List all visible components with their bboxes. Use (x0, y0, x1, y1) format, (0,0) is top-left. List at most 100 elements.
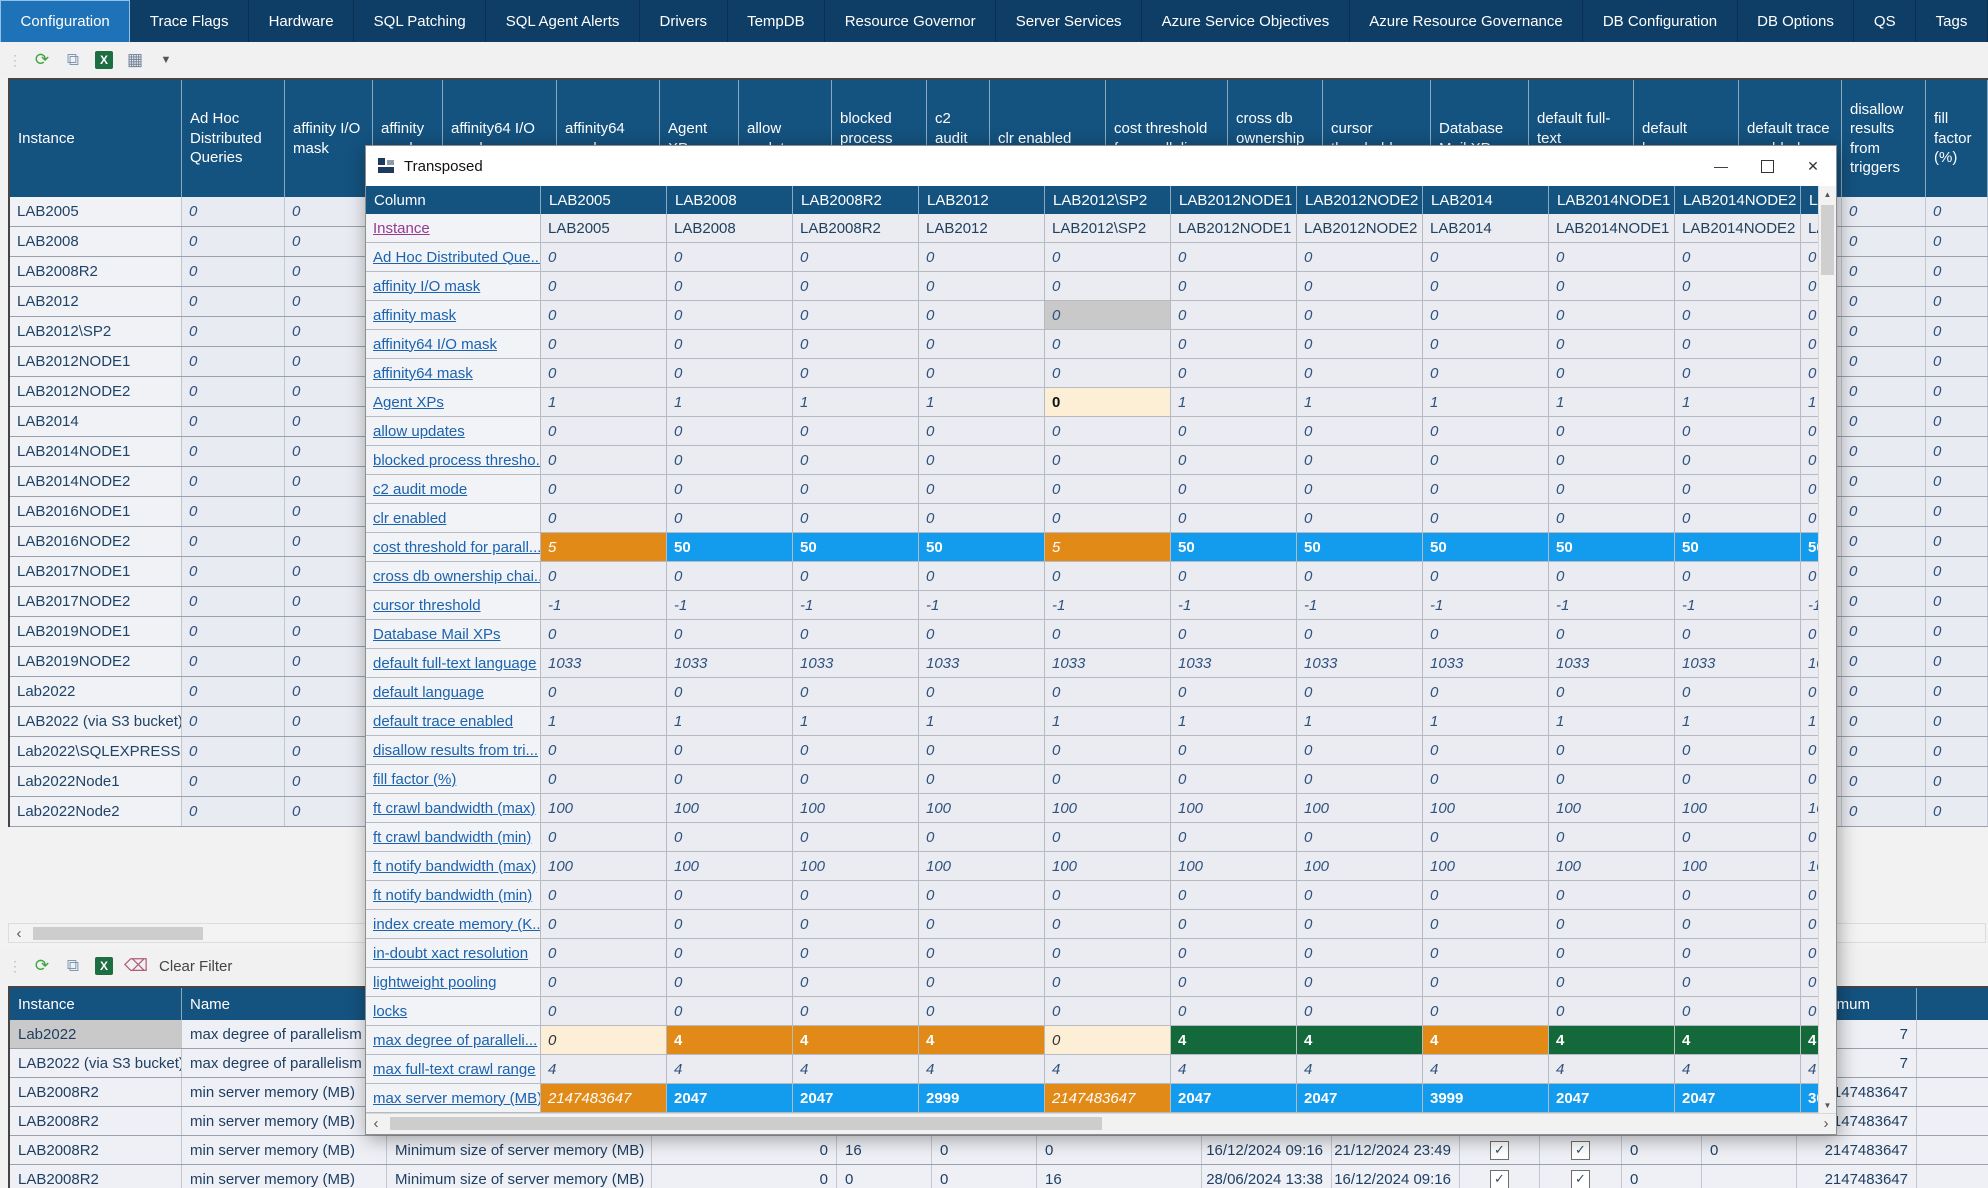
grid-cell[interactable]: 0 (182, 767, 285, 796)
grid-cell[interactable]: LAB2014 (1423, 214, 1549, 242)
grid-cell[interactable]: 4 (919, 1055, 1045, 1083)
grid-cell[interactable]: 0 (793, 939, 919, 967)
instance-cell[interactable]: LAB2014NODE1 (10, 437, 182, 466)
grid-cell[interactable] (1917, 1020, 1988, 1048)
grid-cell[interactable]: 0 (1297, 504, 1423, 532)
transposed-hscroll-thumb[interactable] (390, 1117, 1102, 1130)
grid-cell[interactable]: 0 (541, 301, 667, 329)
grid-cell[interactable]: 0 (1045, 562, 1171, 590)
grid-cell[interactable]: 16/12/2024 09:16 (1202, 1136, 1332, 1164)
grid-cell[interactable]: 0 (667, 968, 793, 996)
grid-cell[interactable]: LAB2012 (919, 214, 1045, 242)
refresh-icon[interactable]: ⟳ (31, 954, 53, 978)
grid-cell[interactable]: 0 (1171, 939, 1297, 967)
grid-cell[interactable]: 0 (1842, 467, 1926, 496)
grid-cell[interactable]: 0 (1297, 881, 1423, 909)
grid-cell[interactable]: 1033 (1045, 649, 1171, 677)
grid-cell[interactable]: 0 (1926, 407, 1988, 436)
grid-cell[interactable]: Minimum size of server memory (MB) (387, 1165, 652, 1188)
grid-cell[interactable]: 2047 (667, 1084, 793, 1112)
grid-cell[interactable]: 0 (1675, 504, 1801, 532)
grid-cell[interactable]: 0 (1926, 707, 1988, 736)
grid-cell[interactable]: 0 (1801, 272, 1819, 300)
grid-cell[interactable]: 0 (182, 377, 285, 406)
instance-cell[interactable]: Lab2022\SQLEXPRESS (10, 737, 182, 766)
grid-cell[interactable]: 50 (1801, 533, 1819, 561)
grid-cell[interactable]: 5 (541, 533, 667, 561)
grid-cell[interactable]: 2047 (1549, 1084, 1675, 1112)
grid-cell[interactable]: 100 (919, 794, 1045, 822)
grid-cell[interactable]: 100 (1549, 852, 1675, 880)
grid-cell[interactable]: 0 (285, 407, 373, 436)
grid-cell[interactable]: 0 (667, 765, 793, 793)
grid-cell[interactable]: 0 (541, 765, 667, 793)
grid-cell[interactable]: 0 (1423, 968, 1549, 996)
grid-cell[interactable]: 100 (1171, 852, 1297, 880)
grid-cell[interactable]: 100 (1549, 794, 1675, 822)
column-header-lab2012[interactable]: LAB2012 (919, 186, 1045, 214)
grid-cell[interactable]: 0 (1801, 881, 1819, 909)
setting-link-max-server-memory-mb[interactable]: max server memory (MB) (373, 1089, 541, 1107)
grid-cell[interactable]: 0 (1549, 330, 1675, 358)
grid-cell[interactable]: 0 (793, 736, 919, 764)
grid-cell[interactable]: 0 (1045, 939, 1171, 967)
setting-link-c2-audit-mode[interactable]: c2 audit mode (373, 480, 468, 498)
column-header-fill-factor[interactable]: fill factor (%) (1926, 80, 1988, 197)
grid-cell[interactable]: 0 (1549, 997, 1675, 1025)
grid-cell[interactable]: 0 (793, 562, 919, 590)
grid-cell[interactable]: 1 (1171, 388, 1297, 416)
grid-cell[interactable]: 0 (1297, 417, 1423, 445)
grid-cell[interactable]: 0 (1622, 1165, 1702, 1188)
grid-cell[interactable]: 0 (1842, 497, 1926, 526)
grid-cell[interactable]: 0 (1045, 881, 1171, 909)
grid-cell[interactable]: 0 (1675, 562, 1801, 590)
grid-cell[interactable]: 0 (1171, 823, 1297, 851)
grid-cell[interactable]: 0 (1926, 647, 1988, 676)
grid-cell[interactable] (1917, 1165, 1988, 1188)
instance-cell[interactable]: LAB2019NODE1 (10, 617, 182, 646)
grid-cell[interactable]: 28/06/2024 13:38 (1202, 1165, 1332, 1188)
grid-cell[interactable] (1917, 1107, 1988, 1135)
grid-cell[interactable]: 1 (1675, 388, 1801, 416)
grid-cell[interactable]: 0 (1675, 272, 1801, 300)
instance-cell[interactable]: LAB2022 (via S3 bucket) (10, 707, 182, 736)
checkbox-checked-icon[interactable]: ✓ (1490, 1140, 1509, 1160)
grid-cell[interactable]: 0 (667, 823, 793, 851)
grid-cell[interactable]: 0 (1423, 620, 1549, 648)
grid-cell[interactable]: 0 (919, 330, 1045, 358)
grid-cell[interactable]: 0 (1801, 504, 1819, 532)
grid-cell[interactable]: 0 (1045, 765, 1171, 793)
tab-hardware[interactable]: Hardware (249, 0, 355, 42)
grid-cell[interactable]: 1033 (1675, 649, 1801, 677)
grid-cell[interactable]: 1 (919, 707, 1045, 735)
grid-cell[interactable]: 50 (919, 533, 1045, 561)
grid-cell[interactable]: 0 (285, 347, 373, 376)
grid-cell[interactable]: -1 (1171, 591, 1297, 619)
grid-cell[interactable]: 1 (667, 388, 793, 416)
grid-cell[interactable]: LAB2008 (667, 214, 793, 242)
instance-cell[interactable]: LAB2005 (10, 197, 182, 226)
grid-cell[interactable]: 4 (1423, 1026, 1549, 1054)
setting-link-cross-db-ownership-chai[interactable]: cross db ownership chai... (373, 567, 541, 585)
column-header[interactable] (1917, 988, 1988, 1020)
grid-cell[interactable]: 21/12/2024 23:49 (1332, 1136, 1460, 1164)
grid-cell[interactable]: -1 (1675, 591, 1801, 619)
grid-cell[interactable]: 5 (1045, 533, 1171, 561)
grid-cell[interactable]: 0 (1423, 562, 1549, 590)
grid-cell[interactable]: 0 (541, 272, 667, 300)
grid-cell[interactable]: 0 (1549, 620, 1675, 648)
setting-link-locks[interactable]: locks (373, 1002, 408, 1020)
grid-cell[interactable]: 0 (1297, 678, 1423, 706)
grid-cell[interactable]: 0 (1549, 678, 1675, 706)
name-cell[interactable]: max degree of parallelism (182, 1020, 387, 1048)
grid-cell[interactable]: 0 (182, 437, 285, 466)
grid-cell[interactable]: 2147483647 (1045, 1084, 1171, 1112)
grid-cell[interactable]: 1 (1549, 388, 1675, 416)
grid-cell[interactable]: 0 (1549, 446, 1675, 474)
grid-cell[interactable]: 0 (1675, 939, 1801, 967)
setting-link-affinity-i-o-mask[interactable]: affinity I/O mask (373, 277, 481, 295)
copy-icon[interactable]: ⧉ (62, 48, 84, 72)
column-header-clr-enabled[interactable]: clr enabled (990, 80, 1106, 197)
grid-cell[interactable]: 0 (1423, 359, 1549, 387)
tab-azure-service-objectives[interactable]: Azure Service Objectives (1142, 0, 1350, 42)
